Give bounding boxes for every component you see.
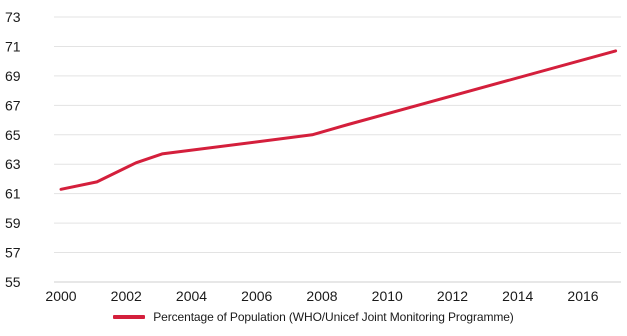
- y-tick-label: 59: [5, 215, 21, 231]
- series-line-0: [59, 49, 618, 191]
- y-tick-label: 63: [5, 156, 21, 172]
- y-tick-label: 57: [5, 245, 21, 261]
- x-tick-label: 2002: [111, 288, 142, 304]
- y-tick-label: 73: [5, 9, 21, 25]
- y-tick-label: 55: [5, 274, 21, 290]
- y-tick-label: 69: [5, 68, 21, 84]
- x-tick-label: 2014: [502, 288, 533, 304]
- legend: Percentage of Population (WHO/Unicef Joi…: [0, 307, 627, 327]
- legend-swatch: [113, 315, 146, 319]
- x-tick-label: 2000: [45, 288, 76, 304]
- series-lines: [59, 49, 618, 191]
- legend-label: Percentage of Population (WHO/Unicef Joi…: [153, 310, 514, 324]
- x-axis-tick-labels: 2000 2002 2004 2006 2008 2010 2012 2014 2016: [45, 288, 598, 304]
- y-tick-label: 67: [5, 97, 21, 113]
- y-tick-label: 71: [5, 38, 21, 54]
- x-tick-label: 2004: [176, 288, 207, 304]
- x-tick-label: 2010: [372, 288, 403, 304]
- y-tick-label: 65: [5, 127, 21, 143]
- y-tick-label: 61: [5, 186, 21, 202]
- y-axis-tick-labels: 55 57 59 61 63 65 67 69 71 73: [5, 9, 21, 290]
- x-tick-label: 2016: [567, 288, 598, 304]
- x-tick-label: 2012: [437, 288, 468, 304]
- gridlines: [54, 16, 621, 283]
- x-tick-label: 2008: [306, 288, 337, 304]
- x-tick-label: 2006: [241, 288, 272, 304]
